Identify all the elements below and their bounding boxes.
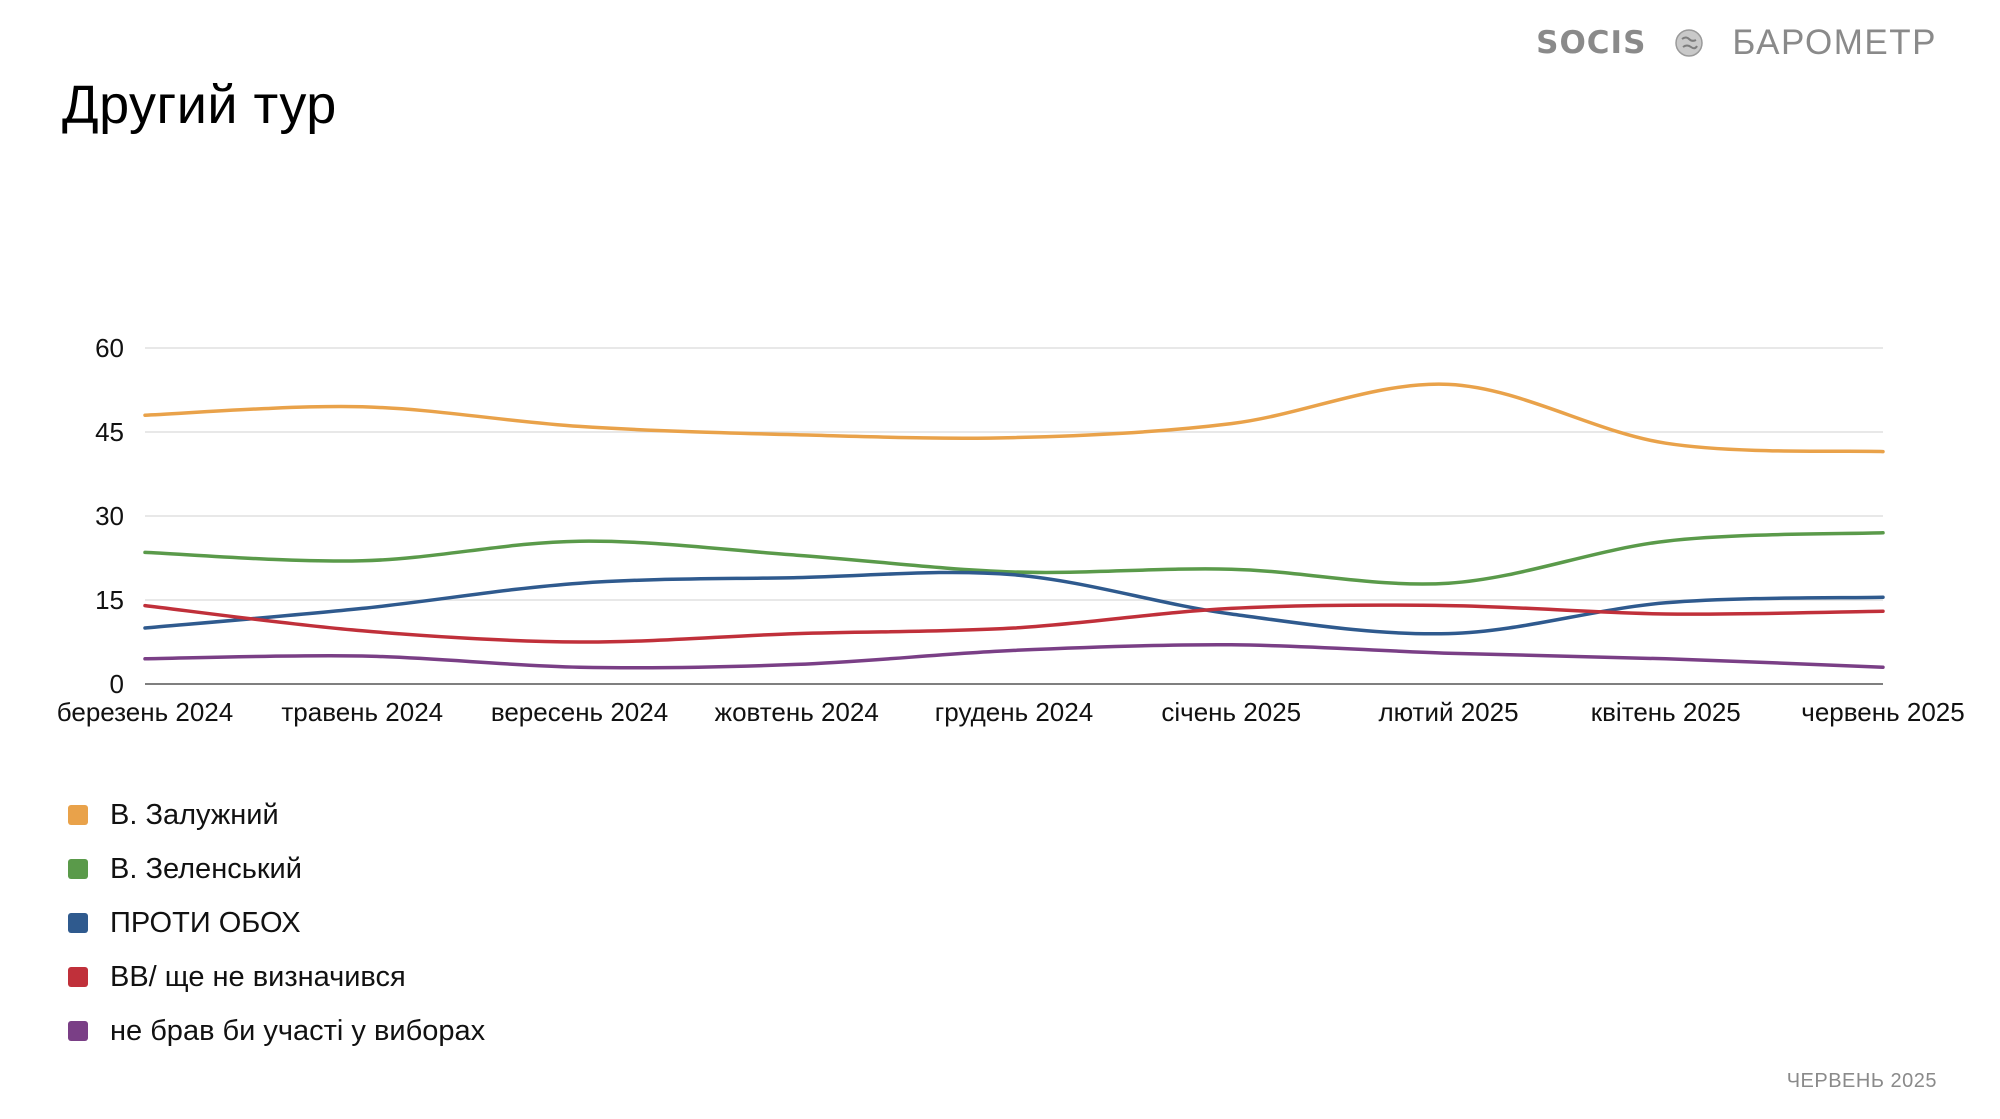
y-tick-label: 45 [95,417,124,447]
legend-swatch [68,805,88,825]
line-chart: 0 15 30 45 60 березень 2024 травень 2024 вересе… [57,333,1965,727]
chart-legend: В. Залужний В. Зеленський ПРОТИ ОБОХ ВВ/ ще… [68,788,485,1058]
legend-swatch [68,913,88,933]
x-tick-label: жовтень 2024 [715,697,879,727]
series-line-4 [143,642,1885,670]
x-tick-label: березень 2024 [57,697,233,727]
x-tick-label: вересень 2024 [491,697,668,727]
socis-logo: SOCIS [1536,25,1647,61]
x-tick-label: червень 2025 [1801,697,1964,727]
series-line-2 [143,570,1885,636]
page-title: Другий тур [62,75,337,135]
y-tick-label: 60 [95,333,124,363]
x-tick-label: квітень 2025 [1591,697,1741,727]
legend-label: В. Зеленський [110,852,302,885]
legend-item: В. Зеленський [68,842,485,896]
legend-item: ВВ/ ще не визначився [68,950,485,1004]
legend-label: В. Залужний [110,798,279,831]
legend-swatch [68,967,88,987]
legend-swatch [68,859,88,879]
series-line-0 [143,382,1885,454]
legend-item: не брав би участі у виборах [68,1004,485,1058]
y-tick-label: 0 [110,669,124,699]
legend-label: не брав би участі у виборах [110,1014,486,1047]
brand-header: SOCIS БАРОМЕТР [1536,22,1937,64]
y-tick-label: 30 [95,501,124,531]
series-line-3 [143,603,1885,644]
series-line-1 [143,531,1885,586]
x-tick-label: грудень 2024 [935,697,1093,727]
legend-swatch [68,1021,88,1041]
x-tick-label: лютий 2025 [1378,697,1518,727]
legend-item: ПРОТИ ОБОХ [68,896,485,950]
barometer-label: БАРОМЕТР [1732,23,1937,62]
footer-date: ЧЕРВЕНЬ 2025 [1786,1070,1937,1092]
legend-label: ВВ/ ще не визначився [110,960,406,993]
x-tick-label: травень 2024 [281,697,443,727]
legend-label: ПРОТИ ОБОХ [110,906,301,939]
y-tick-label: 15 [95,585,124,615]
globe-icon [1675,29,1704,57]
x-tick-label: січень 2025 [1161,697,1301,727]
legend-item: В. Залужний [68,788,485,842]
